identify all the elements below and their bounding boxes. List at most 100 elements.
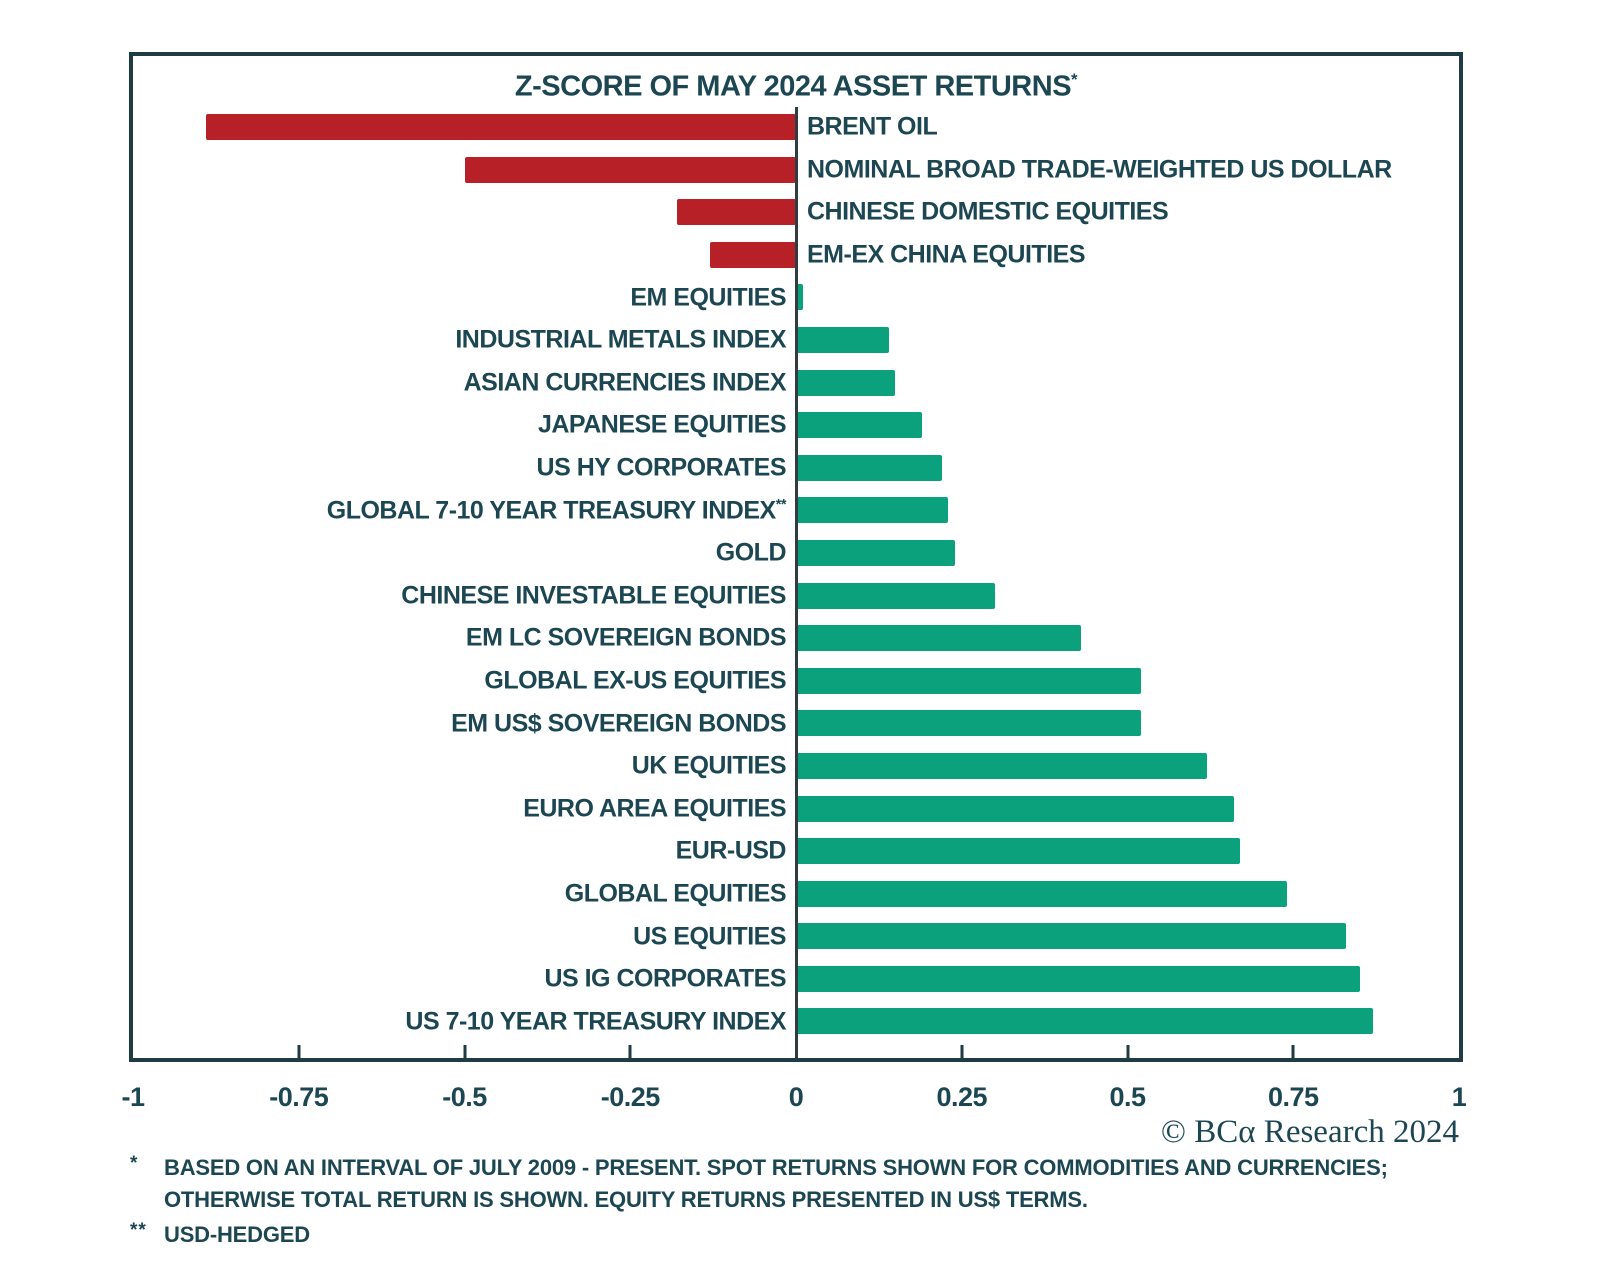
negative-bar xyxy=(205,114,796,140)
bar-label: EM US$ SOVEREIGN BONDS xyxy=(451,709,786,738)
footnote-1-line-1: BASED ON AN INTERVAL OF JULY 2009 - PRES… xyxy=(164,1155,1388,1180)
positive-bar xyxy=(796,326,889,353)
footnote-2: ** USD-HEDGED xyxy=(130,1219,1530,1251)
bar-row: US 7-10 YEAR TREASURY INDEX xyxy=(133,1000,1459,1043)
bar-label: EURO AREA EQUITIES xyxy=(523,794,786,823)
positive-bar xyxy=(796,582,995,609)
bar-label: ASIAN CURRENCIES INDEX xyxy=(463,368,787,397)
bar-label: NOMINAL BROAD TRADE-WEIGHTED US DOLLAR xyxy=(807,155,1392,184)
footnotes: * BASED ON AN INTERVAL OF JULY 2009 - PR… xyxy=(130,1152,1530,1254)
negative-bar xyxy=(709,241,796,268)
chart-title-text: Z-SCORE OF MAY 2024 ASSET RETURNS xyxy=(514,70,1072,103)
bar-label: US IG CORPORATES xyxy=(544,964,786,993)
bar-row: GLOBAL EQUITIES xyxy=(133,873,1459,916)
positive-bar xyxy=(796,1008,1373,1035)
positive-bar xyxy=(796,369,896,396)
bar-row: CHINESE DOMESTIC EQUITIES xyxy=(133,191,1459,234)
bar-label: GLOBAL EX-US EQUITIES xyxy=(484,666,786,695)
x-tick-label: 1 xyxy=(1451,1082,1467,1112)
bar-label: EUR-USD xyxy=(675,836,787,865)
footnote-1: * BASED ON AN INTERVAL OF JULY 2009 - PR… xyxy=(130,1152,1530,1216)
positive-bar xyxy=(796,880,1287,907)
footnote-1-line-2: OTHERWISE TOTAL RETURN IS SHOWN. EQUITY … xyxy=(164,1187,1088,1212)
bar-label: INDUSTRIAL METALS INDEX xyxy=(455,325,786,354)
bar-row: US HY CORPORATES xyxy=(133,447,1459,490)
bar-row: ASIAN CURRENCIES INDEX xyxy=(133,362,1459,405)
axis-tick-mark xyxy=(297,1045,301,1058)
footnote-1-text: BASED ON AN INTERVAL OF JULY 2009 - PRES… xyxy=(164,1152,1388,1216)
bar-label: BRENT OIL xyxy=(807,112,938,141)
positive-bar xyxy=(796,965,1360,992)
bar-row: INDUSTRIAL METALS INDEX xyxy=(133,319,1459,362)
positive-bar xyxy=(796,539,956,566)
bar-label: EM LC SOVEREIGN BONDS xyxy=(465,623,787,652)
copyright: © BCα Research 2024 xyxy=(1160,1114,1459,1150)
positive-bar xyxy=(796,795,1234,822)
footnote-2-text: USD-HEDGED xyxy=(164,1219,310,1251)
footnote-1-marker: * xyxy=(130,1153,139,1174)
positive-bar xyxy=(796,412,922,439)
x-tick-label: 0 xyxy=(788,1082,804,1112)
bar-row: EM US$ SOVEREIGN BONDS xyxy=(133,702,1459,745)
axis-tick-mark xyxy=(1291,1045,1295,1058)
x-tick-label: -1 xyxy=(121,1082,145,1112)
bar-row: BRENT OIL xyxy=(133,106,1459,149)
positive-bar xyxy=(796,497,949,524)
bar-label: GLOBAL EQUITIES xyxy=(564,879,787,908)
negative-bar xyxy=(464,156,796,183)
bar-row: GLOBAL EX-US EQUITIES xyxy=(133,660,1459,703)
bar-label: UK EQUITIES xyxy=(631,751,787,780)
positive-bar xyxy=(796,710,1141,737)
positive-bar xyxy=(796,752,1208,779)
axis-tick-mark xyxy=(463,1045,466,1058)
bar-label: EM EQUITIES xyxy=(630,283,786,312)
bar-row: EUR-USD xyxy=(133,830,1459,873)
bar-label: CHINESE DOMESTIC EQUITIES xyxy=(807,197,1169,226)
zero-axis-line xyxy=(794,107,798,1058)
axis-tick-mark xyxy=(628,1045,632,1058)
positive-bar xyxy=(796,625,1082,652)
bar-label: GLOBAL 7-10 YEAR TREASURY INDEX** xyxy=(326,496,787,525)
bar-label: CHINESE INVESTABLE EQUITIES xyxy=(401,581,786,610)
bar-rows: BRENT OIL NOMINAL BROAD TRADE-WEIGHTED US… xyxy=(133,106,1459,1043)
chart-title: Z-SCORE OF MAY 2024 ASSET RETURNS* xyxy=(133,70,1459,104)
footnote-2-line-1: USD-HEDGED xyxy=(164,1222,310,1247)
x-axis-labels: -1 -0.75 -0.5 -0.25 0 0.25 0.5 0.75 1 xyxy=(121,1082,1466,1118)
bar-row: US IG CORPORATES xyxy=(133,958,1459,1001)
axis-tick-mark xyxy=(1126,1045,1129,1058)
chart-frame: Z-SCORE OF MAY 2024 ASSET RETURNS* BRENT… xyxy=(129,52,1463,1062)
bar-label: GOLD xyxy=(715,538,787,567)
bar-label: JAPANESE EQUITIES xyxy=(537,410,787,439)
bar-row: GLOBAL 7-10 YEAR TREASURY INDEX** xyxy=(133,489,1459,532)
bar-row: UK EQUITIES xyxy=(133,745,1459,788)
bar-row: US EQUITIES xyxy=(133,915,1459,958)
bar-row: EM EQUITIES xyxy=(133,276,1459,319)
bar-row: GOLD xyxy=(133,532,1459,575)
x-tick-label: -0.5 xyxy=(442,1082,487,1112)
x-tick-label: -0.25 xyxy=(600,1082,661,1112)
bar-row: EURO AREA EQUITIES xyxy=(133,788,1459,831)
bar-label: EM-EX CHINA EQUITIES xyxy=(807,240,1086,269)
bar-row: NOMINAL BROAD TRADE-WEIGHTED US DOLLAR xyxy=(133,149,1459,192)
chart-title-footnote-marker: * xyxy=(1071,70,1078,89)
negative-bar xyxy=(676,199,796,226)
axis-tick-mark xyxy=(960,1045,964,1058)
bar-label: US 7-10 YEAR TREASURY INDEX xyxy=(405,1007,786,1036)
positive-bar xyxy=(796,667,1141,694)
positive-bar xyxy=(796,284,803,311)
bar-row: EM LC SOVEREIGN BONDS xyxy=(133,617,1459,660)
x-tick-label: -0.75 xyxy=(269,1082,329,1112)
bar-row: JAPANESE EQUITIES xyxy=(133,404,1459,447)
x-tick-label: 0.5 xyxy=(1109,1082,1146,1112)
bar-label: US HY CORPORATES xyxy=(536,453,787,482)
x-tick-label: 0.75 xyxy=(1267,1082,1319,1112)
bar-row: EM-EX CHINA EQUITIES xyxy=(133,234,1459,277)
footnote-2-marker: ** xyxy=(130,1220,147,1241)
bar-row: CHINESE INVESTABLE EQUITIES xyxy=(133,575,1459,618)
positive-bar xyxy=(796,838,1241,865)
positive-bar xyxy=(796,454,942,481)
bar-label: US EQUITIES xyxy=(633,922,786,951)
positive-bar xyxy=(796,923,1347,950)
x-tick-label: 0.25 xyxy=(936,1082,988,1112)
